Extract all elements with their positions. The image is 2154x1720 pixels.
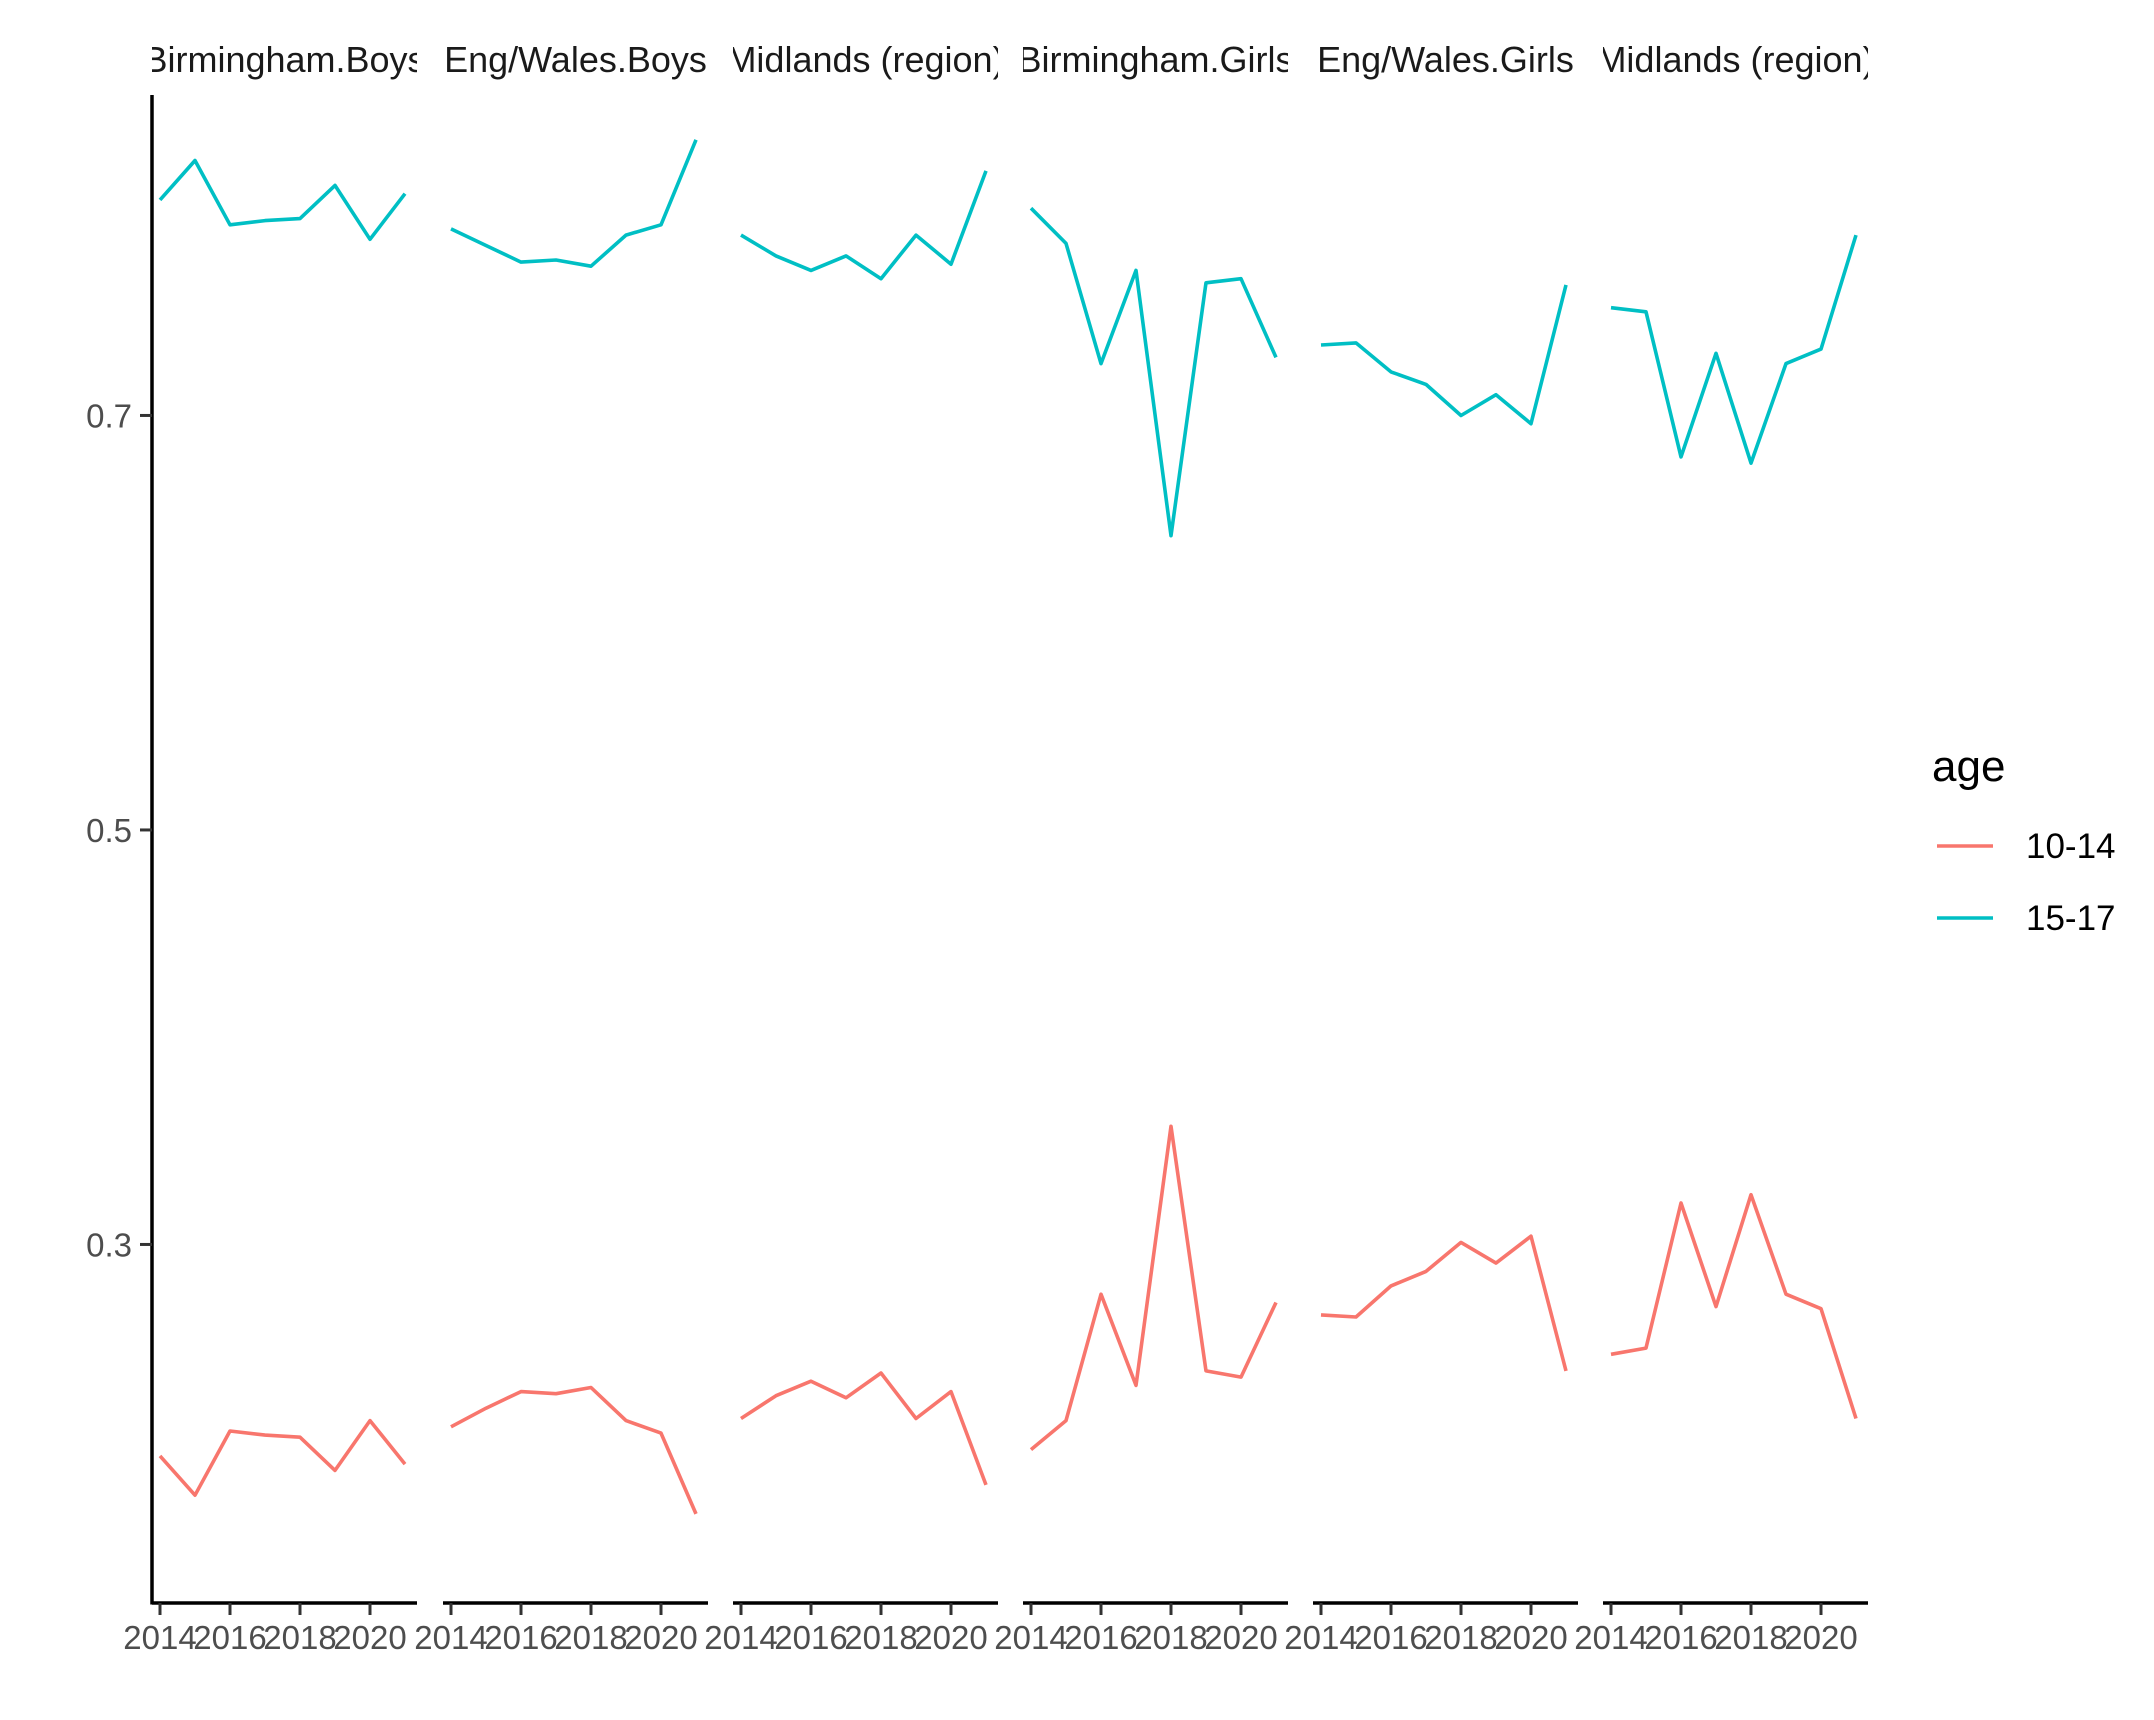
x-tick-label: 2020 — [624, 1619, 697, 1656]
chart-panels: Birmingham.Boys2014201620182020Eng/Wales… — [123, 39, 1874, 1656]
y-tick-label: 0.5 — [86, 812, 132, 849]
series-line-10-14 — [1029, 1124, 1278, 1451]
series-line-15-17 — [450, 139, 698, 269]
series-line-10-14 — [450, 1385, 698, 1515]
x-tick-label: 2014 — [704, 1619, 777, 1656]
x-tick-label: 2020 — [914, 1619, 987, 1656]
facet-strip-label: Eng/Wales.Girls — [1317, 39, 1574, 80]
x-tick-label: 2016 — [484, 1619, 557, 1656]
x-tick-label: 2016 — [1064, 1619, 1137, 1656]
series-line-10-14 — [1610, 1192, 1858, 1420]
series-line-10-14 — [1320, 1234, 1568, 1372]
facet-strip-label: Birmingham.Girls — [1017, 39, 1293, 80]
x-tick-label: 2014 — [1574, 1619, 1647, 1656]
x-tick-label: 2020 — [1784, 1619, 1857, 1656]
series-line-15-17 — [740, 170, 988, 281]
x-tick-label: 2020 — [1204, 1619, 1277, 1656]
x-tick-label: 2018 — [1424, 1619, 1497, 1656]
legend-label: 10-14 — [2026, 827, 2116, 866]
x-tick-label: 2014 — [123, 1619, 196, 1656]
facet-strip-label: Midlands (region) — [726, 39, 1004, 80]
series-line-15-17 — [1320, 284, 1568, 426]
y-axis: 0.3 0.5 0.7 — [86, 95, 154, 1605]
x-tick-label: 2018 — [1134, 1619, 1207, 1656]
legend: age 10-14 15-17 — [1932, 742, 2116, 938]
series-line-10-14 — [158, 1418, 407, 1497]
series-line-10-14 — [740, 1371, 988, 1486]
x-tick-label: 2018 — [263, 1619, 336, 1656]
x-tick-label: 2018 — [1714, 1619, 1787, 1656]
legend-label: 15-17 — [2026, 899, 2116, 938]
facet-strip-label: Birmingham.Boys — [143, 39, 425, 80]
x-tick-label: 2016 — [193, 1619, 266, 1656]
x-tick-label: 2016 — [1354, 1619, 1427, 1656]
legend-title: age — [1932, 742, 2005, 791]
x-tick-label: 2020 — [1494, 1619, 1567, 1656]
x-tick-label: 2018 — [844, 1619, 917, 1656]
x-tick-label: 2014 — [1284, 1619, 1357, 1656]
x-tick-label: 2014 — [414, 1619, 487, 1656]
facet-strip-label: Midlands (region) — [1596, 39, 1874, 80]
x-tick-label: 2016 — [1644, 1619, 1717, 1656]
x-tick-label: 2016 — [774, 1619, 847, 1656]
facet-strip-label: Eng/Wales.Boys — [444, 39, 707, 80]
y-tick-label: 0.7 — [86, 397, 132, 434]
series-line-15-17 — [1029, 206, 1278, 538]
series-line-15-17 — [1610, 234, 1858, 465]
x-tick-label: 2018 — [554, 1619, 627, 1656]
y-tick-label: 0.3 — [86, 1226, 132, 1263]
x-tick-label: 2020 — [333, 1619, 406, 1656]
x-tick-label: 2014 — [994, 1619, 1067, 1656]
series-line-15-17 — [158, 158, 407, 242]
